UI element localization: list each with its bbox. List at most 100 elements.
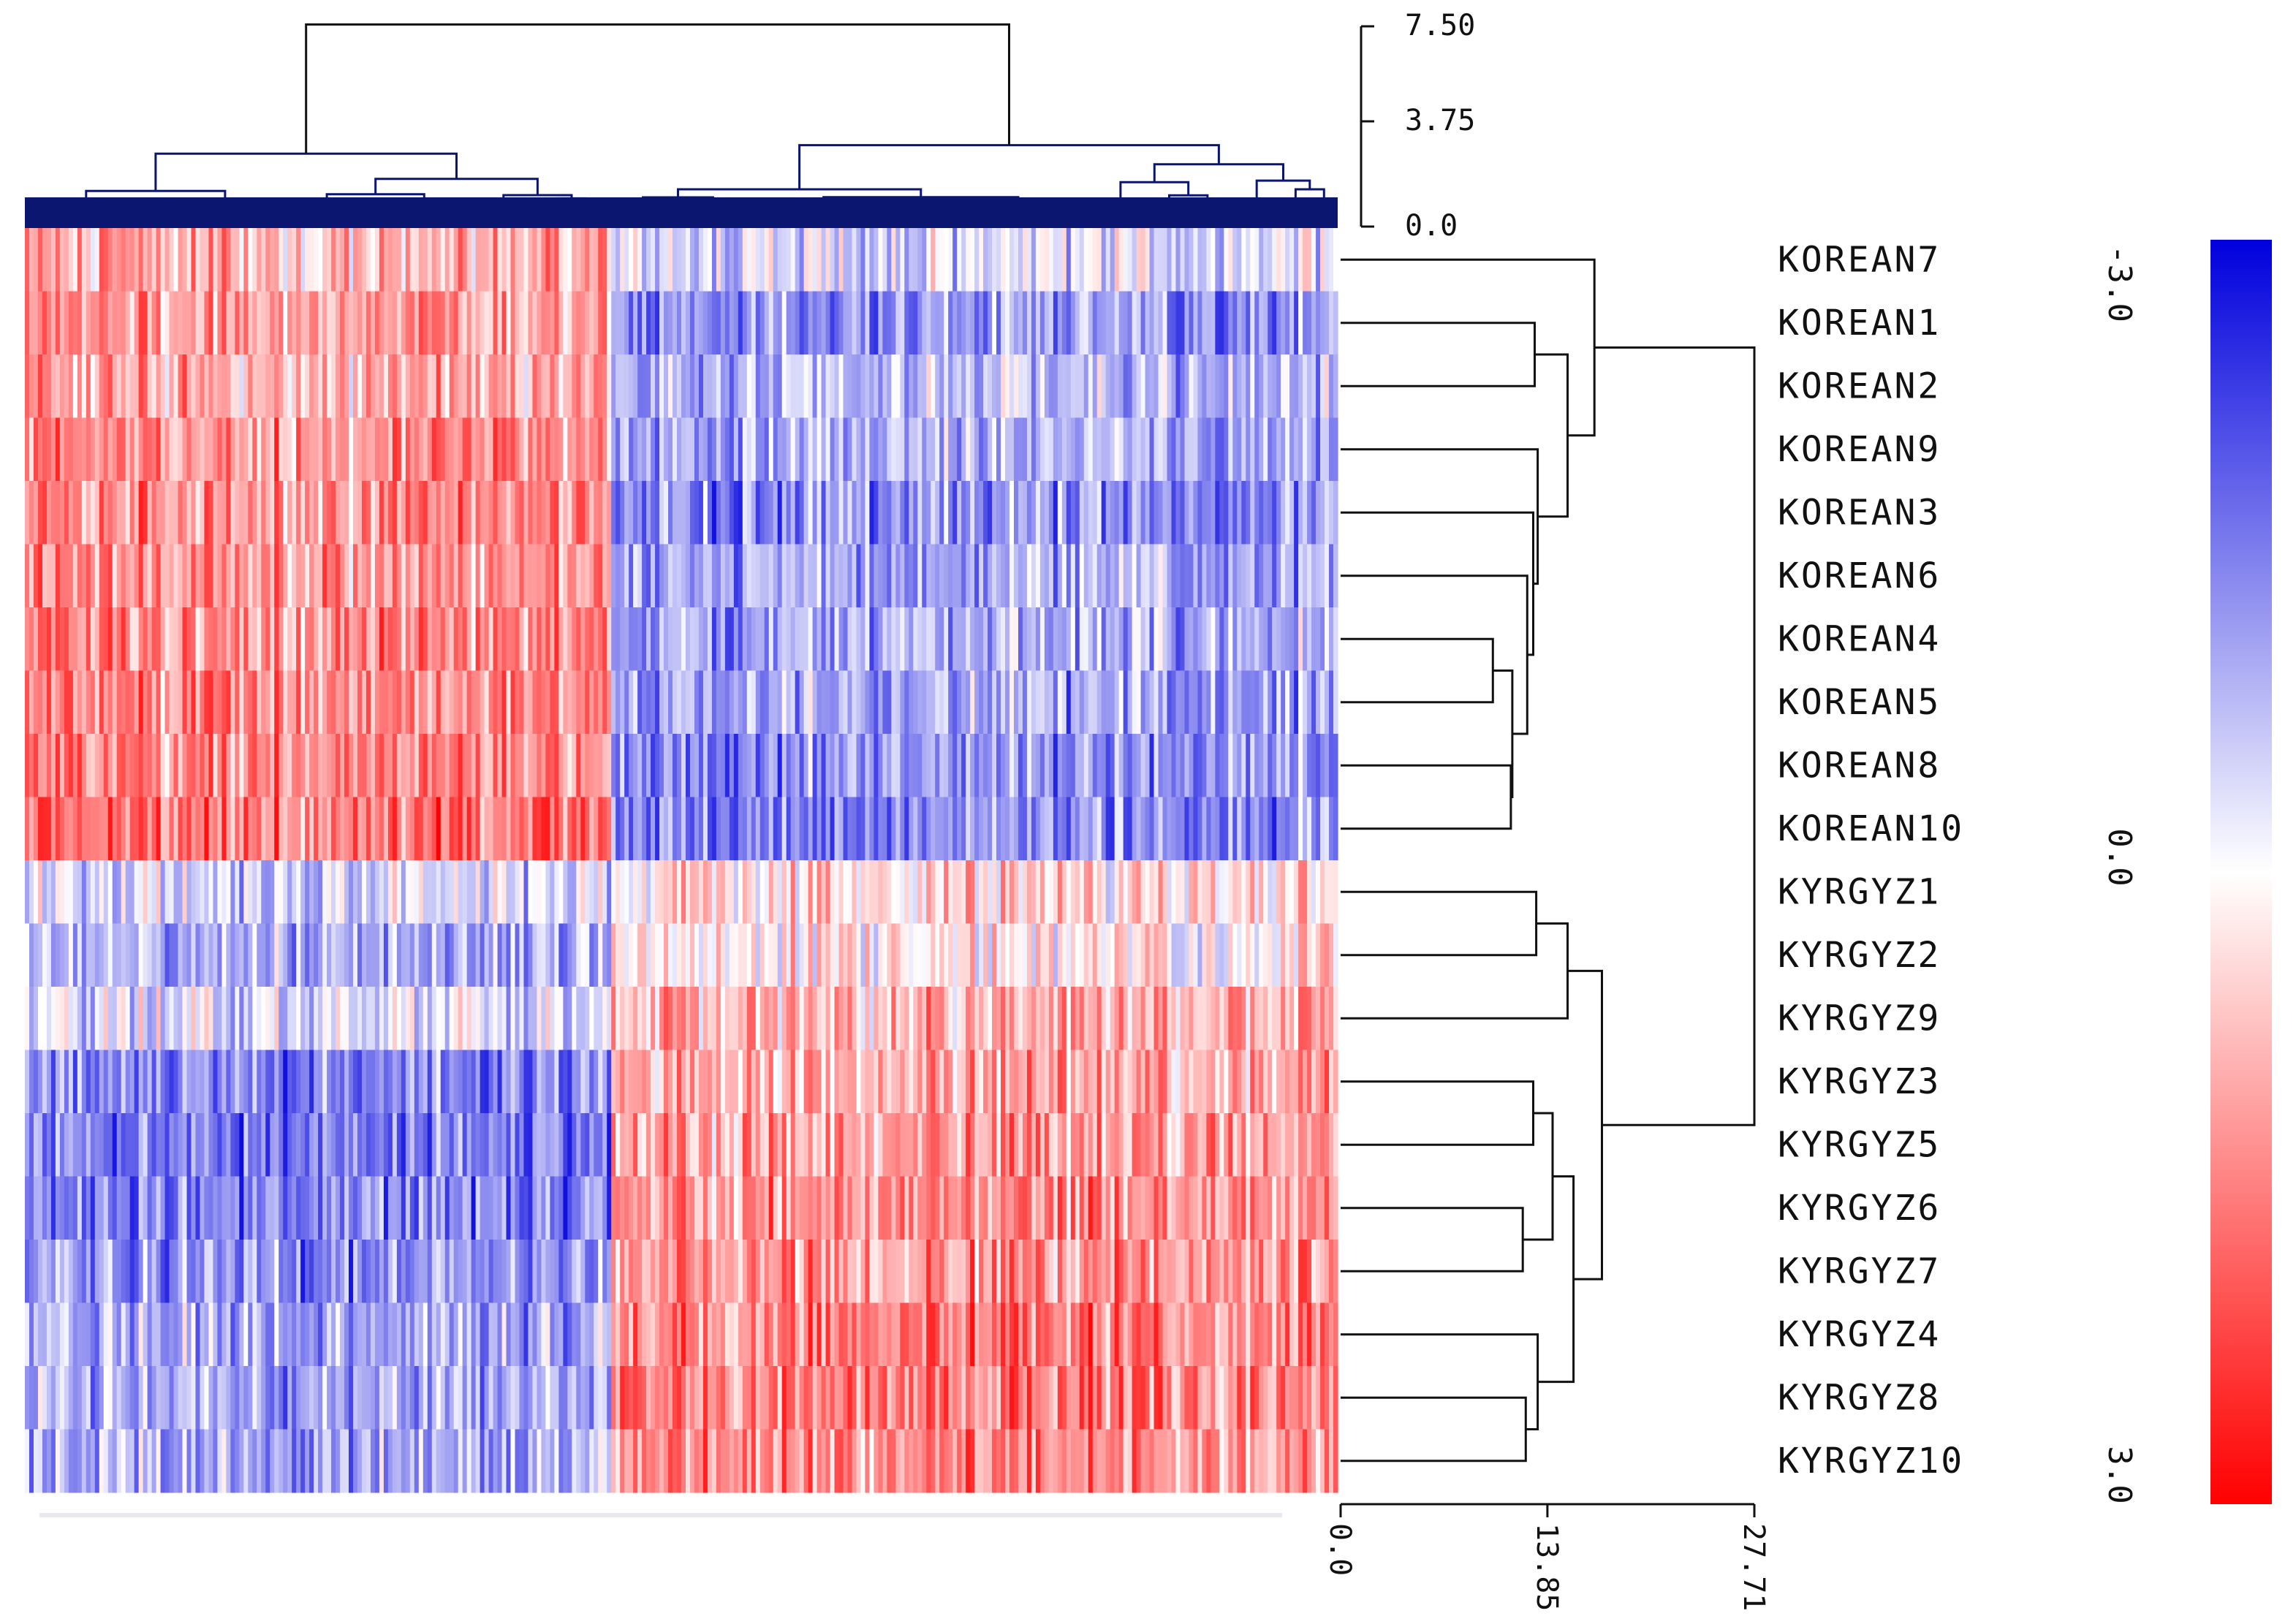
heatmap-cell [698, 544, 704, 608]
heatmap-cell [327, 734, 332, 797]
heatmap-cell [961, 1050, 966, 1114]
heatmap-cell [42, 417, 48, 482]
heatmap-cell [681, 417, 686, 482]
heatmap-cell [629, 354, 634, 418]
heatmap-cell [77, 1113, 83, 1177]
heatmap-cell [944, 354, 949, 418]
heatmap-cell [856, 987, 862, 1050]
heatmap-cell [602, 670, 607, 735]
heatmap-cell [221, 670, 227, 735]
heatmap-cell [497, 1176, 503, 1240]
heatmap-cell [466, 987, 472, 1050]
heatmap-cell [230, 1113, 235, 1177]
heatmap-cell [1123, 417, 1129, 482]
heatmap-cell [248, 544, 253, 608]
heatmap-cell [361, 1050, 367, 1114]
heatmap-cell [900, 860, 905, 924]
heatmap-cell [1079, 291, 1085, 355]
heatmap-cell [895, 1176, 901, 1240]
heatmap-cell [1210, 228, 1216, 292]
heatmap-cell [585, 860, 590, 924]
heatmap-cell [409, 544, 415, 608]
heatmap-cell [1268, 417, 1273, 482]
heatmap-cell [279, 860, 284, 924]
heatmap-cell [396, 1240, 402, 1303]
heatmap-cell [440, 734, 446, 797]
heatmap-cell [365, 354, 371, 418]
heatmap-cell [25, 797, 30, 861]
heatmap-cell [1101, 987, 1107, 1050]
heatmap-cell [685, 607, 691, 671]
heatmap-cell [29, 797, 34, 861]
heatmap-cell [195, 1113, 201, 1177]
heatmap-cell [594, 670, 599, 735]
heatmap-cell [173, 670, 179, 735]
heatmap-cell [453, 1050, 459, 1114]
heatmap-cell [624, 607, 629, 671]
heatmap-cell [1250, 354, 1255, 418]
heatmap-cell [370, 670, 376, 735]
heatmap-cell [1153, 670, 1159, 735]
heatmap-cell [1153, 1176, 1159, 1240]
heatmap-cell [217, 670, 222, 735]
heatmap-cell [716, 1240, 721, 1303]
heatmap-cell [1022, 228, 1028, 292]
heatmap-cell [191, 860, 197, 924]
heatmap-cell [235, 1113, 240, 1177]
heatmap-cell [786, 1050, 792, 1114]
heatmap-cell [939, 544, 944, 608]
heatmap-cell [611, 1113, 616, 1177]
heatmap-cell [147, 544, 153, 608]
heatmap-cell [59, 987, 65, 1050]
heatmap-cell [427, 670, 433, 735]
heatmap-cell [707, 797, 713, 861]
heatmap-cell [164, 544, 170, 608]
heatmap-cell [336, 291, 341, 355]
heatmap-cell [309, 987, 314, 1050]
heatmap-cell [1276, 354, 1281, 418]
heatmap-cell [471, 544, 477, 608]
heatmap-cell [751, 354, 757, 418]
heatmap-cell [86, 291, 91, 355]
heatmap-cell [1162, 1050, 1168, 1114]
heatmap-cell [1298, 417, 1303, 482]
heatmap-cell [1215, 860, 1220, 924]
heatmap-cell [659, 987, 664, 1050]
heatmap-cell [724, 860, 730, 924]
heatmap-cell [64, 734, 69, 797]
heatmap-cell [1167, 291, 1172, 355]
heatmap-cell [1079, 923, 1085, 987]
heatmap-cell [1272, 923, 1277, 987]
heatmap-cell [484, 1050, 490, 1114]
heatmap-cell [624, 228, 629, 292]
heatmap-cell [453, 923, 459, 987]
heatmap-cell [77, 291, 83, 355]
heatmap-cell [1096, 481, 1102, 545]
heatmap-cell [401, 923, 406, 987]
heatmap-cell [545, 1113, 550, 1177]
heatmap-cell [1272, 354, 1277, 418]
heatmap-cell [427, 1240, 433, 1303]
heatmap-cell [707, 544, 713, 608]
heatmap-cell [322, 1176, 327, 1240]
heatmap-cell [292, 734, 297, 797]
heatmap-cell [1005, 670, 1010, 735]
heatmap-cell [1066, 481, 1072, 545]
heatmap-cell [1210, 923, 1216, 987]
heatmap-cell [1298, 354, 1303, 418]
heatmap-cell [935, 1050, 940, 1114]
heatmap-cell [681, 1176, 686, 1240]
heatmap-cell [143, 228, 148, 292]
heatmap-cell [340, 544, 345, 608]
heatmap-cell [164, 923, 170, 987]
heatmap-cell [475, 797, 481, 861]
heatmap-cell [865, 481, 871, 545]
heatmap-cell [466, 797, 472, 861]
heatmap-cell [1202, 481, 1207, 545]
heatmap-cell [195, 734, 201, 797]
heatmap-cell [178, 354, 183, 418]
heatmap-cell [615, 1050, 621, 1114]
heatmap-cell [537, 544, 542, 608]
heatmap-cell [178, 228, 183, 292]
heatmap-cell [427, 923, 433, 987]
